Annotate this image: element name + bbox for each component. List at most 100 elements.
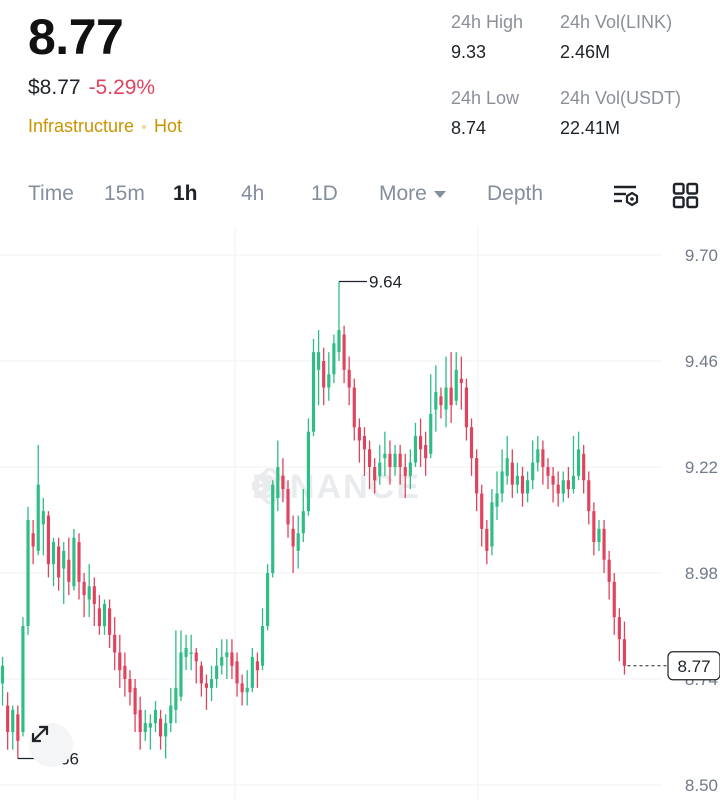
candle-body — [296, 533, 300, 551]
candle-body — [362, 436, 367, 450]
candle-body — [250, 656, 254, 688]
candle-body — [342, 334, 346, 370]
tab-more[interactable]: More — [379, 182, 446, 206]
candle-body — [128, 679, 132, 693]
grid-layout-icon[interactable] — [672, 182, 700, 210]
candle-body — [576, 449, 581, 476]
tab-time[interactable]: Time — [28, 182, 74, 205]
candle-body — [367, 449, 372, 467]
candle-body — [327, 374, 331, 388]
candle-body — [41, 511, 45, 525]
candle-body — [495, 493, 499, 507]
candle-body — [77, 542, 81, 582]
expand-arrows-glyph — [31, 725, 49, 743]
candle-body — [383, 453, 387, 459]
candle-body — [541, 449, 545, 467]
candle-body — [398, 453, 402, 467]
candle-body — [199, 665, 203, 684]
candle-body — [255, 661, 260, 671]
candle-body — [215, 665, 219, 679]
candle-body — [67, 559, 71, 582]
candle-body — [418, 436, 423, 450]
candle-body — [164, 723, 168, 737]
tag-infrastructure[interactable]: Infrastructure — [28, 116, 135, 136]
candle-body — [11, 709, 15, 732]
stat-value: 22.41M — [560, 118, 621, 138]
y-axis-tick-label: 9.70 — [685, 246, 718, 265]
tab-1d[interactable]: 1D — [311, 182, 338, 205]
candle-body — [566, 480, 570, 490]
candle-body — [357, 427, 361, 441]
candle-body — [413, 436, 418, 463]
candle-body — [148, 723, 152, 728]
candle-body — [485, 528, 489, 551]
candle-body — [225, 652, 229, 657]
candle-body — [36, 484, 40, 551]
candle-body — [520, 475, 525, 494]
candle-body — [271, 484, 275, 573]
candle-body — [571, 475, 576, 490]
candle-body — [352, 387, 356, 428]
usd-price: $8.77 — [28, 76, 81, 99]
candle-body — [612, 581, 616, 618]
candle-body — [51, 542, 56, 565]
tab-15m[interactable]: 15m — [104, 182, 145, 205]
stat-label: 24h Vol(LINK) — [560, 12, 673, 32]
candle-body — [169, 705, 173, 724]
candle-body — [388, 453, 392, 467]
candle-body — [480, 493, 484, 529]
interval-tabs: Time 15m 1h 4h 1D More Depth — [0, 168, 720, 222]
candle-body — [158, 718, 163, 737]
candle-body — [424, 444, 428, 459]
candle-body — [123, 665, 127, 679]
candle-body — [500, 471, 504, 494]
candle-body — [240, 683, 244, 693]
candle-body — [220, 656, 224, 666]
candle-body — [6, 705, 10, 732]
candle-body — [276, 467, 280, 498]
indicator-settings-icon[interactable] — [612, 182, 640, 210]
candle-body — [317, 352, 321, 370]
candle-body — [92, 586, 96, 604]
candle-body — [505, 458, 509, 476]
watermark-text: BINANCE — [252, 468, 421, 506]
tab-depth[interactable]: Depth — [487, 182, 544, 205]
candle-body — [403, 467, 407, 476]
candle-body — [439, 396, 443, 406]
candle-body — [444, 387, 448, 410]
last-price: 8.77 — [28, 9, 124, 65]
current-price-tag — [667, 651, 720, 681]
price-chart[interactable]: BINANCE 9.709.469.228.988.748.509.648.56… — [0, 226, 720, 800]
candle-body — [597, 528, 601, 543]
candle-body — [582, 453, 586, 481]
candle-body — [434, 391, 438, 410]
chart-watermark: BINANCE — [252, 468, 421, 507]
candle-body — [245, 687, 249, 693]
candle-body — [113, 634, 117, 653]
candle-body — [556, 484, 560, 494]
y-axis-tick-label: 8.98 — [685, 564, 718, 583]
candle-body — [57, 546, 61, 578]
candle-body — [322, 361, 326, 388]
candle-body — [174, 687, 178, 710]
high-marker-label: 9.64 — [369, 273, 402, 292]
tab-more-label: More — [379, 182, 427, 205]
candle-body — [235, 661, 239, 684]
tab-1h[interactable]: 1h — [173, 182, 198, 205]
candle-body — [311, 352, 316, 432]
candle-body — [204, 683, 209, 688]
y-axis-tick-label: 9.22 — [685, 458, 718, 477]
expand-fullscreen-icon[interactable] — [29, 723, 73, 767]
candle-body — [531, 462, 535, 481]
tab-4h[interactable]: 4h — [241, 182, 265, 205]
candle-body — [490, 502, 494, 547]
candle-body — [469, 427, 474, 459]
tag-separator — [142, 124, 147, 129]
candle-body — [138, 709, 142, 732]
candle-body — [301, 511, 305, 534]
candle-body — [108, 608, 112, 635]
candle-body — [510, 462, 514, 485]
candle-body — [153, 709, 158, 724]
candle-body — [118, 652, 122, 671]
tag-hot[interactable]: Hot — [154, 116, 183, 136]
